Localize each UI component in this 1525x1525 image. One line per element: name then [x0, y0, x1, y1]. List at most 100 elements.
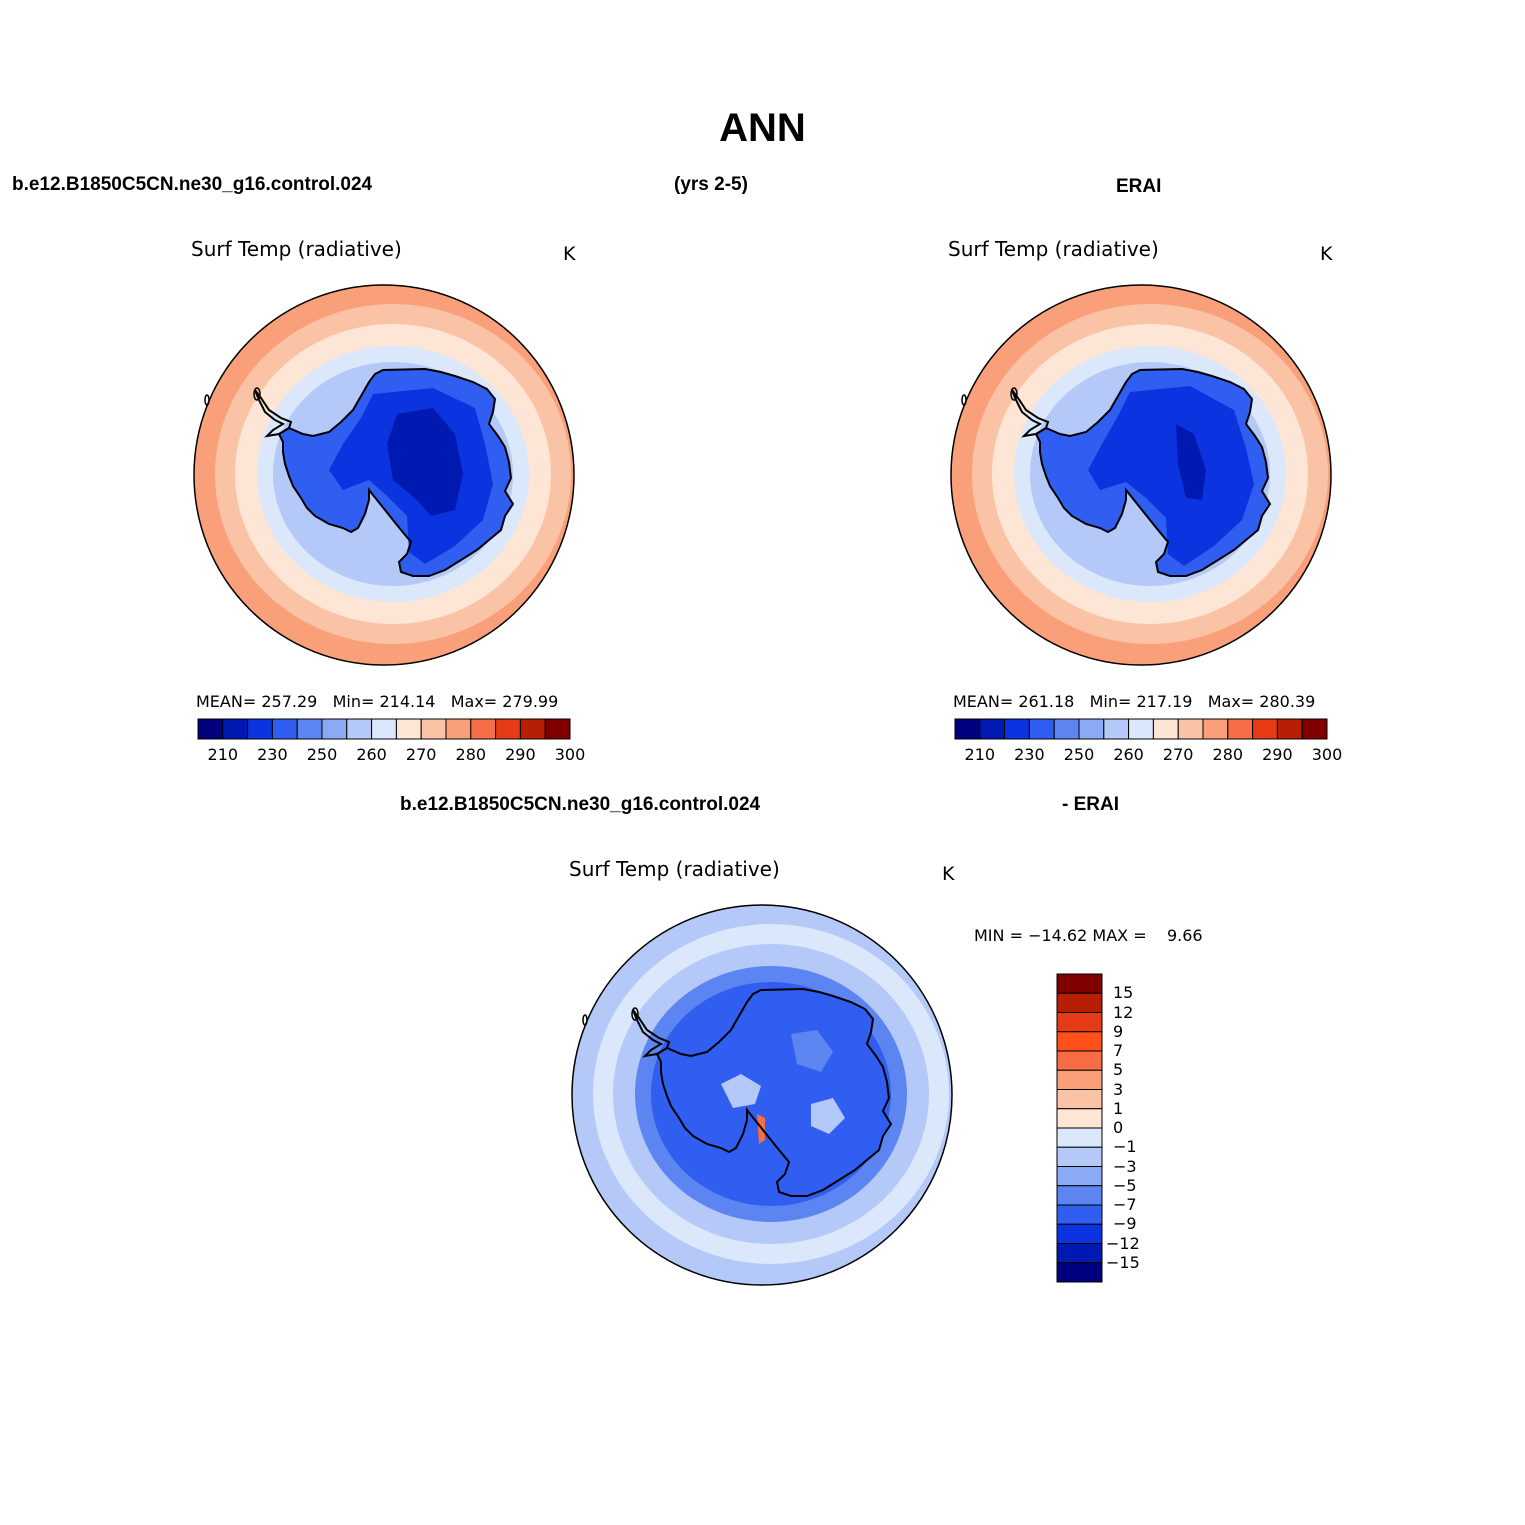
panel2-colorbar-swatch: [1078, 718, 1105, 740]
diff-colorbar: [1056, 973, 1103, 1283]
diff-colorbar-swatch: [1056, 1146, 1103, 1167]
diff-colorbar-tick-label: −3: [1113, 1156, 1137, 1176]
panel1-colorbar-tick-label: 300: [554, 745, 586, 764]
diff-map: [571, 904, 953, 1286]
panel2-colorbar-swatch: [1227, 718, 1254, 740]
figure-title: ANN: [719, 106, 806, 150]
diff-colorbar-swatch: [1056, 1031, 1103, 1052]
panel2-colorbar-tick-label: 270: [1162, 745, 1194, 764]
panel2-mean-label: MEAN=: [953, 692, 1014, 711]
panel1-island-coastline: [253, 387, 261, 401]
diff-colorbar-tick-label: 5: [1113, 1060, 1124, 1080]
panel1-colorbar-swatch: [371, 718, 397, 740]
diff-colorbar-swatch: [1056, 1127, 1103, 1148]
panel1-mean-label: MEAN=: [196, 692, 257, 711]
panel2-colorbar: [954, 718, 1328, 740]
panel2-min-label: Min=: [1089, 692, 1132, 711]
panel2-colorbar-tick-label: 210: [964, 745, 996, 764]
diff-colorbar-swatch: [1056, 1089, 1103, 1110]
panel2-units: K: [1320, 243, 1333, 265]
diff-colorbar-tick-label: 12: [1113, 1002, 1134, 1022]
panel1-min-value: 214.14: [379, 692, 436, 711]
diff-variable: Surf Temp (radiative): [569, 857, 780, 881]
diff-colorbar-tick-label: −15: [1106, 1252, 1140, 1272]
diff-colorbar-tick-label: 0: [1113, 1118, 1124, 1137]
panel2-colorbar-swatch: [1177, 718, 1204, 740]
panel2-map-border: [950, 284, 1332, 666]
diff-colorbar-labels: 15 12 9 7 5 3 1 0 −1 −3 −5 −7 −9 −12 −15: [1106, 974, 1166, 1282]
panel2-map: [950, 284, 1332, 666]
diff-colorbar-swatch: [1056, 973, 1103, 994]
diff-minus-label: - ERAI: [1062, 794, 1119, 815]
panel1-mean-value: 257.29: [261, 692, 318, 711]
panel1-colorbar-swatch: [346, 718, 373, 740]
case-name: b.e12.B1850C5CN.ne30_g16.control.024: [12, 174, 373, 195]
panel1-colorbar-swatch: [321, 718, 348, 740]
panel1-colorbar-tick-label: 280: [455, 745, 487, 764]
diff-land-contour: [811, 1098, 845, 1134]
diff-field: [572, 905, 952, 1285]
diff-colorbar-tick-label: −5: [1113, 1175, 1137, 1195]
diff-colorbar-swatch: [1056, 1050, 1103, 1071]
panel1-units: K: [563, 243, 576, 265]
years-label: (yrs 2-5): [674, 174, 748, 195]
panel1-colorbar-swatch: [197, 718, 224, 740]
diff-colorbar-tick-label: −12: [1106, 1233, 1140, 1253]
panel1-colorbar-swatch: [296, 718, 323, 740]
diff-colorbar-tick-label: −7: [1113, 1195, 1137, 1214]
diff-max-label: MAX =: [1092, 926, 1147, 945]
panel2-colorbar-swatch: [1276, 718, 1303, 740]
panel2-colorbar-swatch: [1103, 718, 1130, 740]
diff-land-contour: [791, 1030, 833, 1072]
panel2-colorbar-labels: 210 230 250 260 270 280 290 300: [955, 745, 1343, 765]
diff-colorbar-tick-label: 9: [1113, 1021, 1124, 1041]
panel2-colorbar-swatch: [954, 718, 981, 740]
panel1-colorbar-tick-label: 210: [207, 745, 239, 764]
diff-colorbar-swatch: [1056, 1185, 1103, 1206]
panel2-peninsula-coastline: [1011, 389, 1050, 438]
panel1-colorbar-tick-label: 230: [257, 745, 288, 764]
panel1-colorbar-swatch: [395, 718, 422, 740]
panel2-colorbar-tick-label: 280: [1212, 745, 1244, 764]
diff-colorbar-tick-label: 15: [1113, 983, 1134, 1003]
panel2-colorbar-tick-label: 230: [1014, 745, 1045, 764]
diff-min-value: −14.62: [1028, 926, 1088, 945]
panel2-min-value: 217.19: [1136, 692, 1193, 711]
panel1-field: [194, 285, 574, 665]
diff-colorbar-tick-label: 3: [1113, 1079, 1124, 1099]
panel1-colorbar: [197, 718, 571, 740]
diff-colorbar-swatch: [1056, 992, 1103, 1013]
diff-colorbar-swatch: [1056, 1262, 1103, 1283]
panel2-colorbar-swatch: [1152, 718, 1179, 740]
panel2-max-label: Max=: [1207, 692, 1255, 711]
diff-map-border: [571, 904, 953, 1286]
panel1-colorbar-tick-label: 260: [356, 745, 387, 764]
obs-name: ERAI: [1116, 176, 1162, 197]
diff-colorbar-swatch: [1056, 1204, 1103, 1225]
panel1-max-value: 279.99: [502, 692, 559, 711]
diff-colorbar-tick-label: −1: [1113, 1137, 1137, 1157]
panel2-field: [951, 285, 1331, 665]
panel1-colorbar-swatch: [519, 718, 546, 740]
panel2-colorbar-swatch: [1301, 718, 1328, 740]
panel1-colorbar-swatch: [271, 718, 298, 740]
panel1-colorbar-swatch: [544, 718, 571, 740]
diff-colorbar-swatch: [1056, 1069, 1103, 1090]
diff-land-contour: [721, 1074, 761, 1108]
panel1-colorbar-tick-label: 270: [405, 745, 437, 764]
diff-case-name: b.e12.B1850C5CN.ne30_g16.control.024: [400, 794, 761, 815]
panel1-variable: Surf Temp (radiative): [191, 237, 402, 261]
diff-minmax: MIN = −14.62 MAX = 9.66: [974, 926, 1203, 945]
diff-colorbar-swatch: [1056, 1223, 1103, 1244]
diff-colorbar-tick-label: 7: [1113, 1041, 1124, 1060]
panel1-map: [193, 284, 575, 666]
panel1-min-label: Min=: [332, 692, 375, 711]
panel2-colorbar-tick-label: 260: [1113, 745, 1144, 764]
panel2-land-contour: [1088, 386, 1254, 566]
panel1-colorbar-tick-label: 250: [306, 745, 338, 764]
panel2-colorbar-swatch: [1028, 718, 1055, 740]
diff-peninsula-coastline: [632, 1009, 671, 1058]
panel1-colorbar-swatch: [222, 718, 249, 740]
diff-land-contour: [657, 989, 891, 1196]
diff-min-label: MIN =: [974, 926, 1023, 945]
